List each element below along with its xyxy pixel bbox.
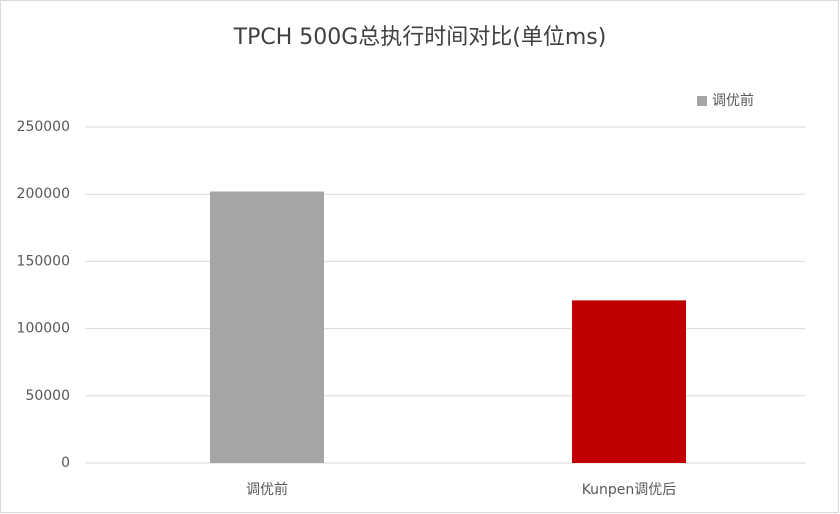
y-tick-label: 150000: [17, 253, 70, 269]
y-tick-label: 250000: [17, 119, 70, 135]
y-tick-label: 100000: [17, 321, 70, 337]
chart-title: TPCH 500G总执行时间对比(单位ms): [233, 25, 607, 50]
y-tick-label: 200000: [17, 186, 70, 202]
legend-label: 调优前: [712, 92, 754, 109]
bar: [210, 191, 324, 463]
x-tick-label: 调优前: [246, 481, 288, 498]
bar: [572, 300, 686, 463]
x-tick-label: Kunpen调优后: [582, 482, 677, 498]
y-tick-label: 0: [61, 455, 70, 471]
legend-swatch: [697, 96, 707, 106]
y-tick-label: 50000: [25, 388, 70, 404]
